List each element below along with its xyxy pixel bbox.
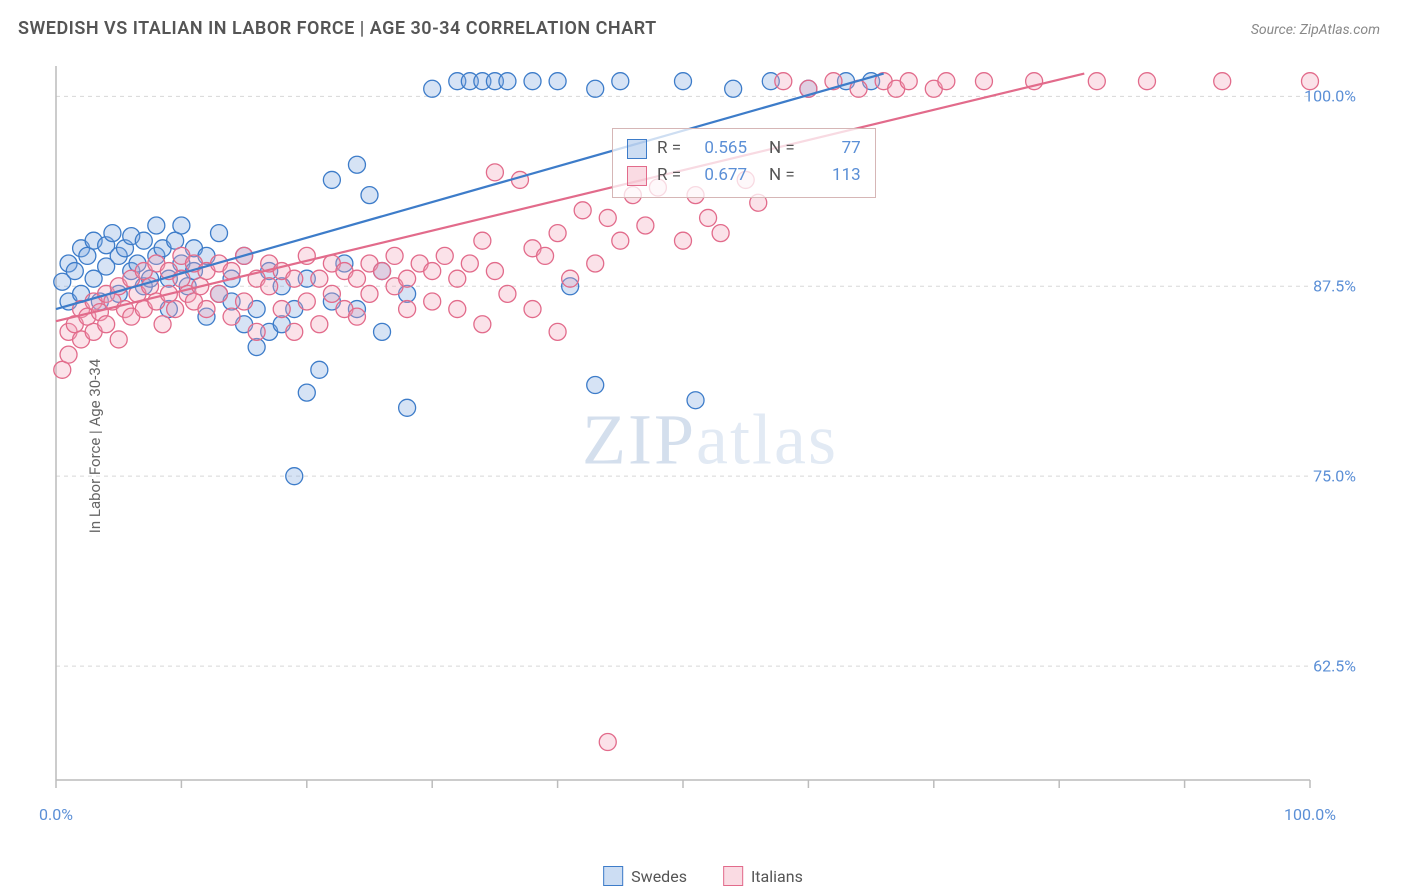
stat-r-value: 0.565 (691, 135, 747, 162)
x-tick-label: 100.0% (1284, 805, 1336, 824)
stat-n-label: N = (769, 135, 795, 162)
correlation-stats-box: R = 0.565 N = 77 R = 0.677 N = 113 (612, 128, 876, 198)
y-tick-label: 87.5% (1313, 277, 1356, 296)
stats-row: R = 0.565 N = 77 (627, 135, 861, 162)
series-swatch (627, 166, 647, 186)
chart-title: SWEDISH VS ITALIAN IN LABOR FORCE | AGE … (18, 18, 657, 39)
y-tick-label: 75.0% (1313, 467, 1356, 486)
stat-r-label: R = (657, 162, 681, 189)
stat-n-value: 77 (805, 135, 861, 162)
legend-label: Swedes (631, 867, 687, 886)
stat-n-value: 113 (805, 162, 861, 189)
series-swatch (627, 139, 647, 159)
legend: Swedes Italians (603, 866, 803, 886)
legend-item: Italians (723, 866, 803, 886)
stat-n-label: N = (769, 162, 795, 189)
y-tick-label: 62.5% (1313, 657, 1356, 676)
y-tick-label: 100.0% (1304, 87, 1356, 106)
legend-swatch (603, 866, 623, 886)
stats-row: R = 0.677 N = 113 (627, 162, 861, 189)
stat-r-label: R = (657, 135, 681, 162)
legend-item: Swedes (603, 866, 687, 886)
legend-label: Italians (751, 867, 803, 886)
stat-r-value: 0.677 (691, 162, 747, 189)
scatter-plot: ZIPatlas R =0.565N =77R =0.677N =113 62.… (50, 60, 1370, 820)
source-label: Source: ZipAtlas.com (1251, 22, 1380, 38)
x-tick-label: 0.0% (39, 805, 73, 824)
legend-swatch (723, 866, 743, 886)
